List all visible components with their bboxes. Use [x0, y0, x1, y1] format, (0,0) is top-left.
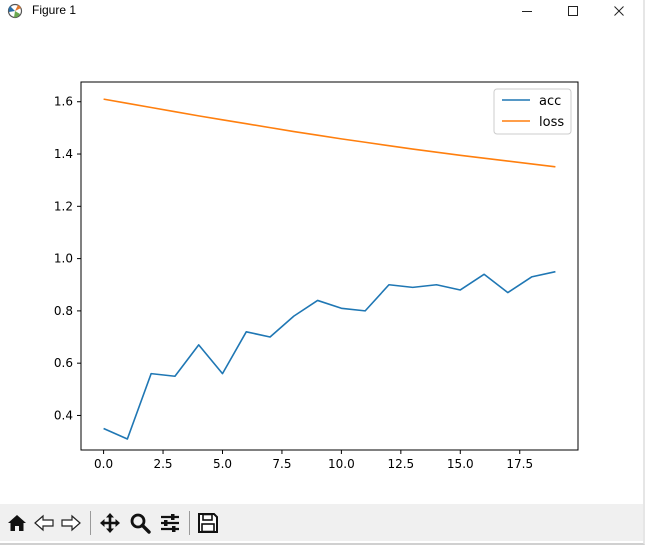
toolbar-separator — [189, 511, 190, 535]
series-line-loss — [103, 98, 556, 168]
series-line-acc — [103, 270, 556, 440]
y-tick-label: 1.0 — [54, 252, 73, 266]
y-tick-label: 1.4 — [54, 147, 73, 161]
x-tick-label: 12.5 — [387, 457, 414, 471]
minimize-icon — [522, 11, 532, 12]
figure-canvas[interactable]: 0.0 2.5 5.0 7.5 10.0 12.5 15.0 17.5 0.4 0.6 0.8 1.… — [0, 22, 643, 504]
y-tick-label: 0.4 — [54, 408, 73, 422]
y-tick-label: 1.2 — [54, 199, 73, 213]
maximize-button[interactable] — [551, 0, 595, 22]
x-tick-label: 15.0 — [447, 457, 474, 471]
x-tick-label: 17.5 — [506, 457, 533, 471]
axes-frame — [80, 81, 579, 451]
forward-arrow-icon[interactable] — [60, 512, 82, 534]
maximize-icon — [568, 6, 578, 16]
matplotlib-figure-icon — [7, 3, 23, 19]
x-tick-label: 2.5 — [153, 457, 172, 471]
x-tick-label: 10.0 — [328, 457, 355, 471]
x-tick-label: 5.0 — [213, 457, 232, 471]
close-icon — [614, 6, 624, 16]
legend: acc loss — [493, 88, 572, 135]
back-arrow-icon[interactable] — [33, 512, 55, 534]
save-floppy-icon[interactable] — [197, 512, 219, 534]
legend-acc-label: acc — [539, 94, 561, 109]
close-button[interactable] — [597, 0, 641, 22]
toolbar-separator — [90, 511, 91, 535]
line-chart: 0.0 2.5 5.0 7.5 10.0 12.5 15.0 17.5 0.4 0.6 0.8 1.… — [54, 81, 579, 471]
y-tick-label: 1.6 — [54, 95, 73, 109]
legend-loss-label: loss — [539, 115, 564, 130]
pan-move-icon[interactable] — [99, 512, 121, 534]
title-bar[interactable]: Figure 1 — [0, 0, 643, 22]
y-tick-label: 0.8 — [54, 304, 73, 318]
zoom-magnifier-icon[interactable] — [129, 512, 151, 534]
home-icon[interactable] — [6, 512, 28, 534]
x-tick-label: 0.0 — [94, 457, 113, 471]
window-title: Figure 1 — [32, 3, 77, 17]
y-tick-label: 0.6 — [54, 356, 73, 370]
minimize-button[interactable] — [505, 0, 549, 22]
navigation-toolbar — [0, 504, 643, 541]
sliders-icon[interactable] — [159, 512, 181, 534]
x-tick-label: 7.5 — [272, 457, 291, 471]
